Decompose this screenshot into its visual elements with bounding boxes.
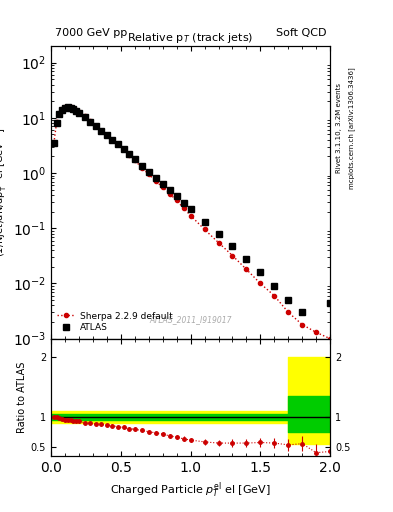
Sherpa 2.2.9 default <box>244 266 249 272</box>
ATLAS <box>105 133 109 139</box>
ATLAS <box>146 169 151 175</box>
ATLAS <box>216 230 221 237</box>
X-axis label: Charged Particle $p^\mathregular{el}_T$ el [GeV]: Charged Particle $p^\mathregular{el}_T$ … <box>110 480 271 500</box>
ATLAS <box>94 123 98 130</box>
ATLAS <box>82 114 87 120</box>
Sherpa 2.2.9 default <box>82 113 87 119</box>
Sherpa 2.2.9 default <box>88 118 92 124</box>
Sherpa 2.2.9 default <box>66 103 70 110</box>
ATLAS <box>60 106 64 113</box>
Line: ATLAS: ATLAS <box>50 104 334 316</box>
ATLAS <box>140 163 144 169</box>
ATLAS <box>74 108 79 114</box>
Text: mcplots.cern.ch [arXiv:1306.3436]: mcplots.cern.ch [arXiv:1306.3436] <box>348 67 354 189</box>
Sherpa 2.2.9 default <box>57 110 62 116</box>
ATLAS <box>188 206 193 212</box>
ATLAS <box>132 156 137 162</box>
ATLAS <box>272 283 277 289</box>
Sherpa 2.2.9 default <box>230 252 235 259</box>
Sherpa 2.2.9 default <box>188 212 193 219</box>
ATLAS <box>286 297 291 303</box>
ATLAS <box>63 105 68 111</box>
ATLAS <box>88 119 92 125</box>
Sherpa 2.2.9 default <box>272 293 277 299</box>
ATLAS <box>230 243 235 249</box>
Sherpa 2.2.9 default <box>140 165 144 171</box>
ATLAS <box>77 110 81 116</box>
ATLAS <box>300 309 305 315</box>
Sherpa 2.2.9 default <box>71 105 76 111</box>
ATLAS <box>160 181 165 187</box>
ATLAS <box>167 186 172 193</box>
Sherpa 2.2.9 default <box>68 104 73 111</box>
Sherpa 2.2.9 default <box>63 104 68 111</box>
Y-axis label: (1/Njet)dN/dp$^\mathregular{rel}_\mathregular{T}$ el [GeV$^{-1}$]: (1/Njet)dN/dp$^\mathregular{rel}_\mathre… <box>0 127 9 257</box>
Sherpa 2.2.9 default <box>60 106 64 112</box>
ATLAS <box>99 128 104 134</box>
Sherpa 2.2.9 default <box>127 152 132 158</box>
ATLAS <box>110 137 115 143</box>
ATLAS <box>66 104 70 111</box>
Sherpa 2.2.9 default <box>314 329 318 335</box>
Sherpa 2.2.9 default <box>216 240 221 246</box>
Sherpa 2.2.9 default <box>174 197 179 203</box>
ATLAS <box>71 106 76 112</box>
ATLAS <box>51 140 56 146</box>
Sherpa 2.2.9 default <box>94 123 98 129</box>
Sherpa 2.2.9 default <box>160 184 165 190</box>
ATLAS <box>68 105 73 111</box>
ATLAS <box>174 193 179 199</box>
Sherpa 2.2.9 default <box>99 127 104 134</box>
ATLAS <box>57 111 62 117</box>
ATLAS <box>181 200 186 206</box>
Sherpa 2.2.9 default <box>181 205 186 211</box>
Sherpa 2.2.9 default <box>105 132 109 138</box>
Sherpa 2.2.9 default <box>258 281 263 287</box>
Title: Relative p$_T$ (track jets): Relative p$_T$ (track jets) <box>127 31 254 45</box>
ATLAS <box>258 269 263 275</box>
ATLAS <box>244 255 249 262</box>
Sherpa 2.2.9 default <box>121 146 126 153</box>
Sherpa 2.2.9 default <box>146 171 151 177</box>
Legend: Sherpa 2.2.9 default, ATLAS: Sherpa 2.2.9 default, ATLAS <box>55 310 174 334</box>
Sherpa 2.2.9 default <box>300 322 305 328</box>
ATLAS <box>121 146 126 153</box>
Sherpa 2.2.9 default <box>116 141 120 147</box>
ATLAS <box>127 151 132 157</box>
Line: Sherpa 2.2.9 default: Sherpa 2.2.9 default <box>52 104 332 340</box>
ATLAS <box>116 141 120 147</box>
Sherpa 2.2.9 default <box>202 226 207 232</box>
Sherpa 2.2.9 default <box>51 140 56 146</box>
Sherpa 2.2.9 default <box>286 309 291 315</box>
ATLAS <box>153 175 158 181</box>
ATLAS <box>54 120 59 126</box>
Sherpa 2.2.9 default <box>77 109 81 115</box>
ATLAS <box>202 219 207 225</box>
Sherpa 2.2.9 default <box>132 157 137 163</box>
Sherpa 2.2.9 default <box>54 119 59 125</box>
ATLAS <box>328 300 332 306</box>
Sherpa 2.2.9 default <box>110 137 115 143</box>
Sherpa 2.2.9 default <box>328 335 332 342</box>
Sherpa 2.2.9 default <box>74 106 79 113</box>
Text: Rivet 3.1.10, 3.2M events: Rivet 3.1.10, 3.2M events <box>336 83 342 173</box>
Sherpa 2.2.9 default <box>153 178 158 184</box>
Sherpa 2.2.9 default <box>167 191 172 197</box>
Y-axis label: Ratio to ATLAS: Ratio to ATLAS <box>17 361 27 433</box>
Text: Soft QCD: Soft QCD <box>276 28 326 38</box>
Text: ATLAS_2011_I919017: ATLAS_2011_I919017 <box>149 315 232 324</box>
Text: 7000 GeV pp: 7000 GeV pp <box>55 28 127 38</box>
